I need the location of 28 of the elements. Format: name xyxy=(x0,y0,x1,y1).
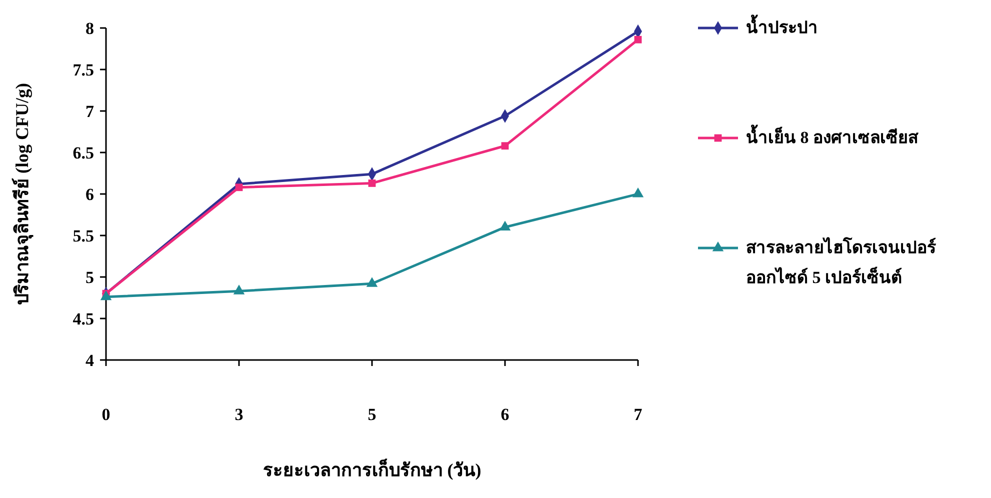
y-tick-label: 6.5 xyxy=(72,143,94,162)
y-tick-label: 5.5 xyxy=(72,226,94,246)
y-tick-label: 7 xyxy=(86,102,94,121)
y-tick-label: 4 xyxy=(86,350,94,370)
legend-label: น้ำประปา xyxy=(746,14,819,39)
point xyxy=(632,187,644,198)
legend-label: น้ำเย็น 8 องศาเซลเซียส xyxy=(746,124,920,149)
y-tick-label: 7.5 xyxy=(72,60,94,80)
y-tick-label: 4.5 xyxy=(72,309,94,328)
y-tick-label: 6 xyxy=(86,184,94,204)
point xyxy=(368,180,376,187)
point xyxy=(634,36,642,44)
x-tick-label: 6 xyxy=(500,405,510,424)
x-tick-label: 3 xyxy=(234,405,244,424)
y-axis-title: ปริมาณจุลินทรีย์ (log CFU/g) xyxy=(11,83,34,305)
point xyxy=(366,277,378,287)
x-tick-label: 5 xyxy=(368,405,376,424)
y-tick-label: 8 xyxy=(86,18,94,38)
legend-label: สารละลายไฮโดรเจนเปอร์ออกไซด์ 5 เปอร์เซ็นต์ xyxy=(746,236,937,289)
x-tick-label: 0 xyxy=(102,405,110,424)
point xyxy=(501,142,509,150)
y-tick-label: 5 xyxy=(86,268,94,287)
x-axis-title: ระยะเวลาการเก็บรักษา (วัน) xyxy=(262,458,482,480)
point xyxy=(235,184,243,192)
point xyxy=(233,284,245,294)
x-tick-label: 7 xyxy=(634,405,643,424)
point xyxy=(499,220,511,230)
point xyxy=(100,290,112,300)
